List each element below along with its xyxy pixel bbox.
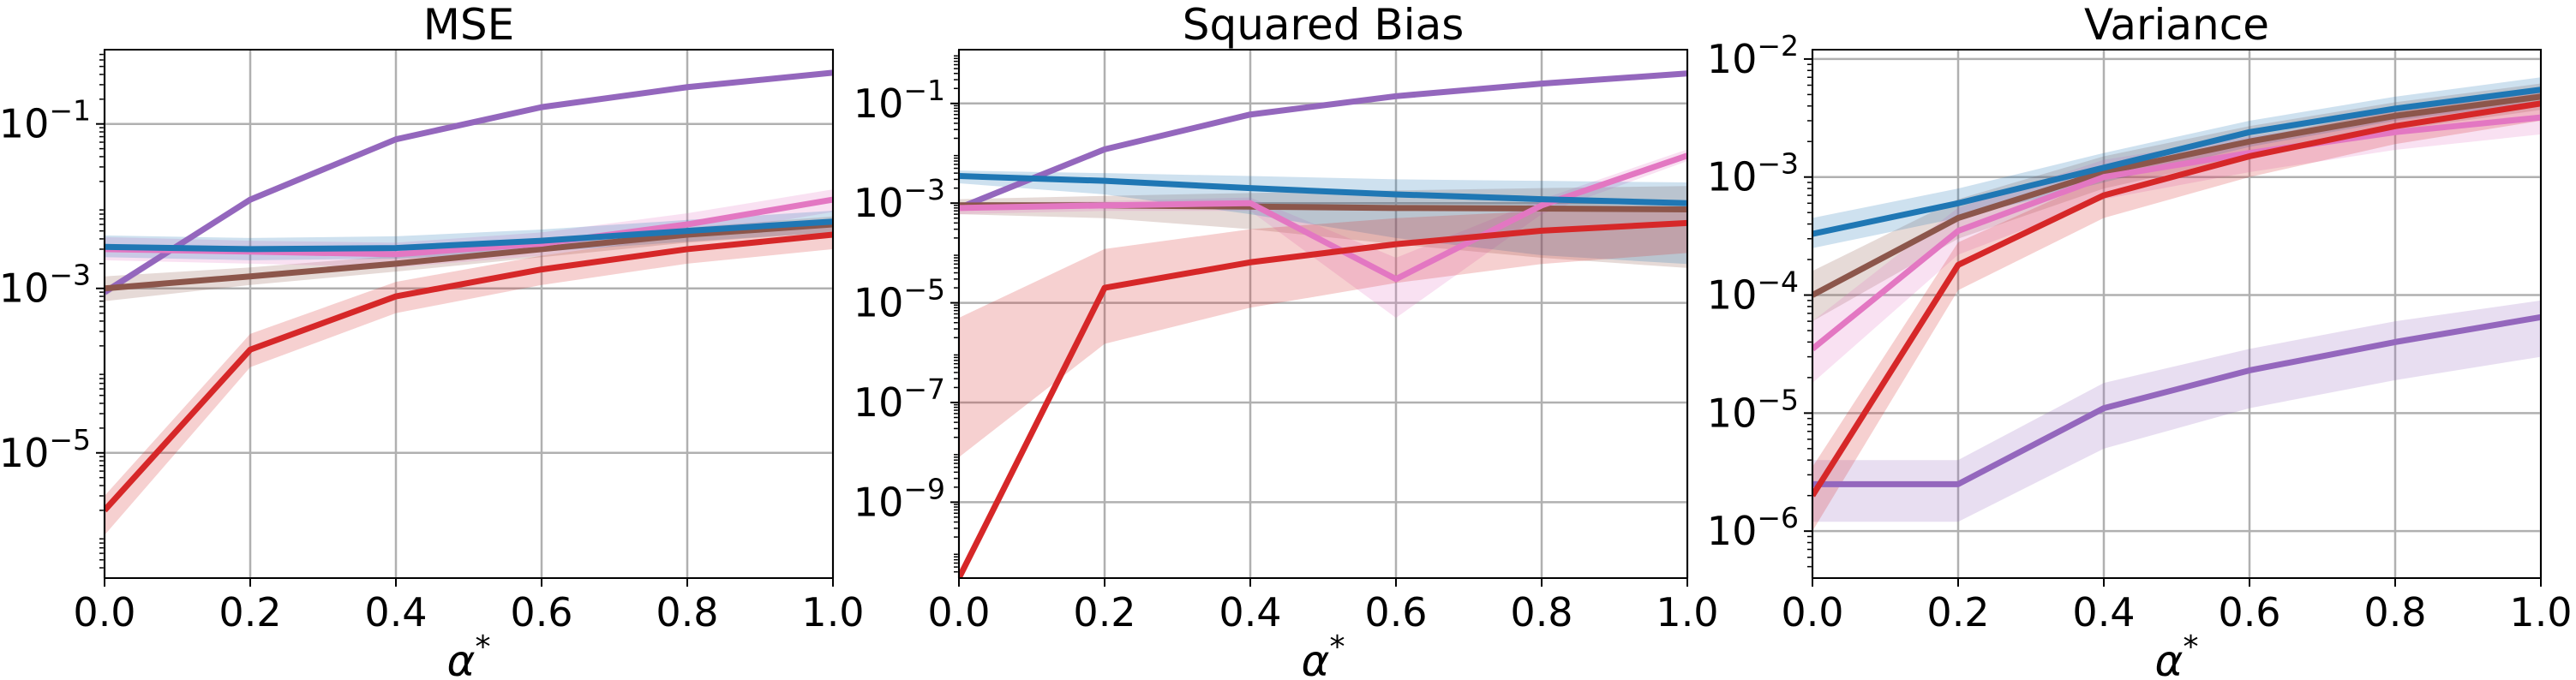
series-4-line xyxy=(1812,86,2541,237)
x-axis-label: α* xyxy=(2155,629,2199,677)
series-5-line xyxy=(959,219,1687,578)
y-tick-label: 10−1 xyxy=(0,94,91,147)
x-axis-label: α* xyxy=(1302,629,1345,677)
y-tick-label: 10−3 xyxy=(1707,147,1799,200)
x-tick-label: 0.4 xyxy=(364,589,427,635)
y-tick-label: 10−3 xyxy=(0,259,91,312)
x-tick-label: 0.6 xyxy=(1364,589,1427,635)
series-4-band xyxy=(959,170,1687,265)
series-1-line xyxy=(1812,313,2541,487)
chart-panel-2: 0.0 0.2 0.4 0.6 0.8 1.0 10−9 10−7 10−5 10−3 10−1 Sq… xyxy=(854,0,1719,680)
y-tick-label: 10−4 xyxy=(1707,265,1799,319)
series-5-line xyxy=(1812,100,2541,498)
series-5-line xyxy=(105,231,833,513)
x-tick-label: 0.4 xyxy=(2072,589,2135,635)
chart-title: MSE xyxy=(423,0,514,50)
y-tick-label: 10−7 xyxy=(854,373,945,426)
x-tick-label: 0.0 xyxy=(927,589,990,635)
series-5-band xyxy=(959,207,1687,457)
x-tick-label: 0.0 xyxy=(73,589,135,635)
x-axis-label: α* xyxy=(447,629,491,677)
x-tick-label: 0.2 xyxy=(1073,589,1135,635)
y-tick-label: 10−2 xyxy=(1707,29,1799,82)
series-4-line xyxy=(959,173,1687,206)
series-3-band xyxy=(959,149,1687,319)
series-2-line xyxy=(105,221,833,292)
x-tick-label: 0.8 xyxy=(1510,589,1573,635)
x-tick-label: 1.0 xyxy=(1656,589,1718,635)
axes-frame xyxy=(958,49,1688,579)
plot-area xyxy=(105,69,833,535)
series-5-band xyxy=(105,221,833,535)
y-tick-label: 10−6 xyxy=(1707,501,1799,554)
x-tick-label: 0.4 xyxy=(1219,589,1281,635)
series-1-line xyxy=(105,69,833,295)
y-tick-label: 10−1 xyxy=(854,74,945,127)
chart-title: Squared Bias xyxy=(1183,0,1465,50)
plot-area xyxy=(1812,77,2541,532)
x-tick-label: 0.8 xyxy=(656,589,718,635)
series-4-line xyxy=(105,218,833,253)
chart-panel-1: 0.0 0.2 0.4 0.6 0.8 1.0 10−5 10−3 10−1 MSE α* xyxy=(0,0,865,680)
series-1-line xyxy=(959,70,1687,212)
y-tick-label: 10−5 xyxy=(1707,383,1799,436)
series-2-line xyxy=(1812,93,2541,298)
chart-title: Variance xyxy=(2084,0,2269,50)
y-tick-label: 10−5 xyxy=(854,273,945,326)
x-tick-label: 0.2 xyxy=(219,589,281,635)
x-tick-label: 0.6 xyxy=(2218,589,2280,635)
x-tick-label: 1.0 xyxy=(2509,589,2572,635)
plot-area xyxy=(959,70,1687,578)
x-tick-label: 0.0 xyxy=(1781,589,1843,635)
chart-panel-3: 0.0 0.2 0.4 0.6 0.8 1.0 10−6 10−5 10−4 10−3 10−2 Va… xyxy=(1707,0,2573,680)
y-tick-label: 10−9 xyxy=(854,472,945,525)
series-3-line xyxy=(1812,114,2541,352)
x-tick-label: 1.0 xyxy=(801,589,864,635)
y-tick-label: 10−5 xyxy=(0,423,91,476)
axes-frame xyxy=(1812,49,2542,579)
x-tick-label: 0.8 xyxy=(2363,589,2426,635)
axes-frame xyxy=(104,49,834,579)
x-tick-label: 0.6 xyxy=(510,589,572,635)
x-tick-label: 0.2 xyxy=(1926,589,1989,635)
y-tick-label: 10−3 xyxy=(854,173,945,226)
